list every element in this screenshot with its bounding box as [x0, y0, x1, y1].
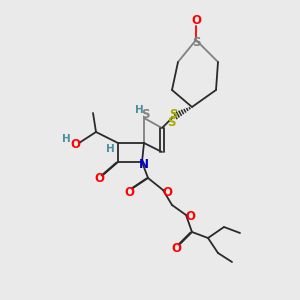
Text: O: O — [70, 139, 80, 152]
Text: O: O — [94, 172, 104, 185]
Text: O: O — [162, 185, 172, 199]
Text: H: H — [61, 134, 70, 144]
Text: O: O — [124, 185, 134, 199]
Text: O: O — [185, 209, 195, 223]
Text: S: S — [167, 116, 175, 130]
Text: S: S — [192, 37, 200, 50]
Text: O: O — [191, 14, 201, 26]
Text: N: N — [139, 158, 149, 170]
Text: S: S — [141, 109, 149, 122]
Text: S: S — [169, 107, 177, 121]
Text: H: H — [106, 144, 114, 154]
Text: O: O — [171, 242, 181, 256]
Text: H: H — [135, 105, 143, 115]
